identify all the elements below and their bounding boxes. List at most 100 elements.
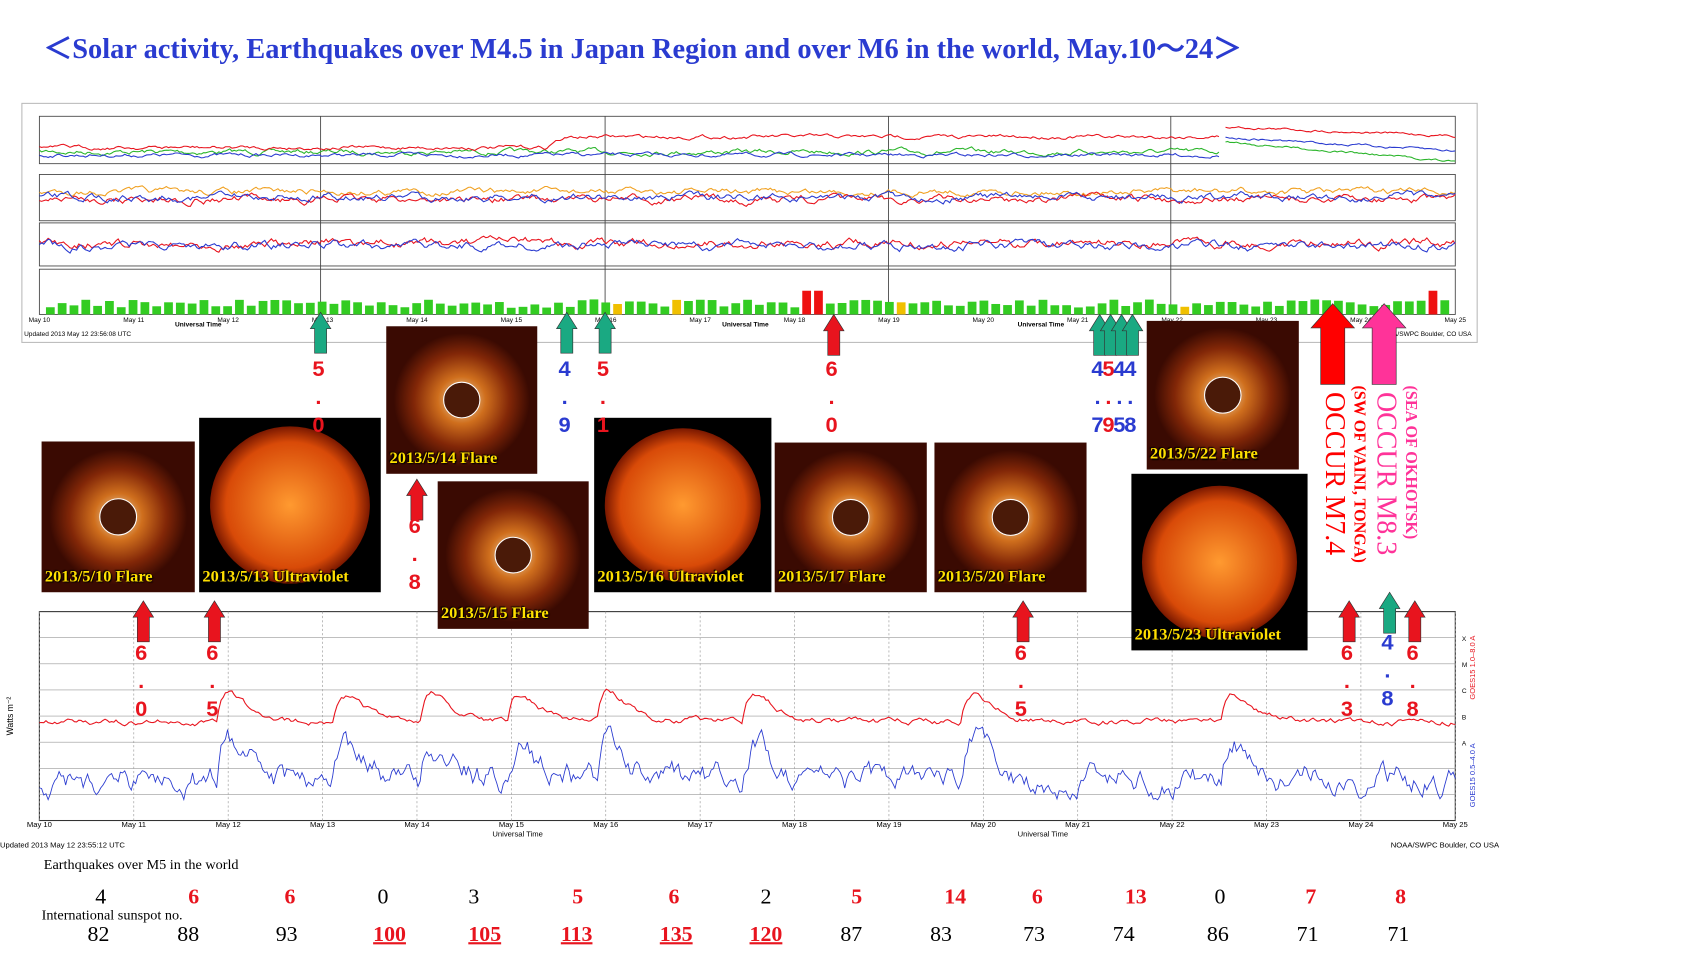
x-axis-label: Universal Time [492,830,543,839]
x-axis-label: Universal Time [722,321,769,328]
magnitude-label: 5.0 [306,357,331,442]
kp-bar [116,307,126,315]
arrow [1121,313,1144,356]
kp-bar [932,300,942,315]
kp-bar [376,302,386,315]
trace [39,151,1220,159]
day-label: May 17 [689,317,711,324]
kp-bar [199,300,209,315]
kp-bar [365,305,374,315]
quake-count: 4 [95,885,107,909]
kp-bar [388,305,398,315]
sunspot-number: 120 [749,922,783,947]
kp-bar [814,290,823,315]
day-label: May 20 [973,317,995,324]
kp-bar [684,301,693,315]
kp-bar [695,299,705,315]
kp-bar [766,302,776,315]
kp-bar [1097,303,1107,315]
day-label: May 18 [782,820,807,829]
magnitude-label: 4.7 [1085,357,1110,442]
trace [38,234,1456,253]
trace [39,133,1220,151]
kp-bar [305,302,315,315]
trace [1225,126,1456,139]
day-label: May 22 [1161,317,1183,324]
kp-bar [1286,300,1296,315]
arrow [309,311,332,354]
sunspot-number: 73 [1023,922,1045,947]
image-caption: 2013/5/20 Flare [937,568,1046,586]
kp-bar [447,305,457,315]
kp-bar [128,300,138,315]
day-label: May 22 [1160,820,1185,829]
quake-count: 8 [1395,885,1407,909]
kp-bar [459,303,469,315]
kp-bar [825,303,835,315]
image-caption: 2013/5/22 Flare [1150,445,1258,464]
kp-bar [1192,303,1201,315]
quake-count: 0 [377,885,389,909]
arrow [594,311,616,354]
kp-bar [743,299,752,315]
kp-bar [577,300,587,315]
sunspot-number: 71 [1296,922,1319,947]
kp-bar [412,303,422,315]
kp-bar [353,302,362,315]
image-caption: 2013/5/15 Flare [440,605,549,623]
class-label: B [1462,714,1466,721]
kp-bar [1239,304,1249,315]
class-label: X [1462,636,1467,643]
right-label: GOES15 0.5–4.0 A [1468,742,1477,807]
image-caption: 2013/5/14 Flare [389,450,498,468]
magnitude-label: 6.0 [819,357,844,442]
table-label: International sunspot no. [41,906,183,923]
kp-bar [790,307,800,315]
trace [39,688,1456,727]
day-label: May 15 [501,317,523,324]
occulter [99,498,138,536]
kp-bar [1074,307,1083,315]
kp-bar [1393,301,1402,315]
day-label: May 11 [122,820,146,829]
day-label: May 18 [784,317,806,324]
arrow [1012,600,1034,643]
quake-count: 14 [944,885,967,909]
trace [1225,136,1456,152]
kp-bar [1357,304,1367,315]
x-axis-label: Universal Time [1018,321,1065,328]
arrow [1310,303,1356,385]
kp-bar [613,304,622,315]
table-label: Earthquakes over M5 in the world [43,856,239,873]
kp-bar [530,304,540,315]
kp-bar [329,303,339,315]
arrow [132,600,155,643]
kp-bar [660,306,670,315]
kp-bar [1322,300,1331,315]
day-label: May 12 [216,820,241,829]
kp-bar [1428,290,1438,315]
kp-bar [802,290,812,315]
trace [39,185,1456,199]
kp-bar [1345,302,1355,315]
image-caption: 2013/5/17 Flare [777,568,886,586]
occulter [443,381,481,419]
kp-bar [81,299,91,315]
y-axis-label: Watts m⁻² [5,697,15,736]
kp-bar [896,302,906,315]
sun-disk [210,426,370,584]
occur-text: OCCUR M7.4 [1319,391,1352,556]
quake-count: 6 [188,885,200,909]
occur-text: OCCUR M8.3 [1371,391,1403,556]
day-label: May 15 [499,820,524,829]
day-label: May 14 [404,820,429,829]
footer: Updated 2013 May 12 23:55:12 UTC [0,840,125,849]
kp-bar [1144,299,1154,315]
right-label: GOES15 1.0–8.0 A [1468,635,1477,700]
trace [39,238,1456,254]
sunspot-number: 100 [373,922,406,947]
kp-bar [1227,302,1237,315]
arrow [1338,600,1360,643]
kp-bar [672,299,682,315]
